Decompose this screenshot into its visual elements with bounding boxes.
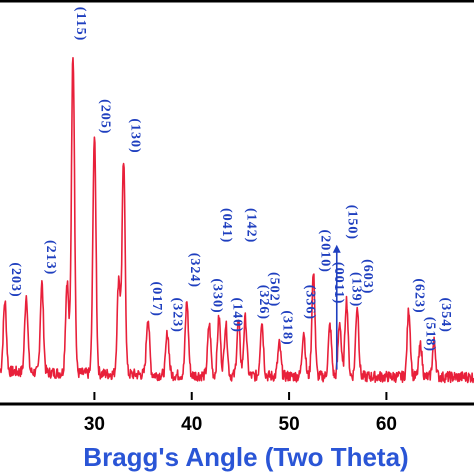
x-tick-label: 30 — [84, 414, 105, 435]
peak-label: (0011) — [331, 262, 346, 305]
peak-label: (041) — [219, 208, 234, 243]
x-tick-label: 40 — [181, 414, 202, 435]
peak-label: (336) — [303, 285, 318, 320]
peak-label: (130) — [128, 118, 143, 153]
x-tick-label: 50 — [279, 414, 300, 435]
peak-label: (017) — [149, 282, 164, 317]
peak-labels: (203) (213) (115) (205) (130) (017) (323)(324)… — [8, 7, 453, 352]
peak-label-arrow — [332, 244, 341, 370]
plot-frame — [0, 0, 474, 406]
peak-label: (330) — [209, 278, 224, 313]
peak-label: (115) — [73, 7, 88, 42]
peak-label: (140) — [230, 298, 245, 333]
peak-label: (139) — [349, 272, 364, 307]
x-axis-ticks — [93, 392, 388, 400]
peak-label: (150) — [345, 205, 360, 240]
peak-label: (324) — [187, 253, 202, 288]
peak-label: (502) — [267, 272, 282, 307]
peak-label: (205) — [97, 99, 112, 134]
x-tick-label: 60 — [376, 414, 397, 435]
x-axis-label: Bragg's Angle (Two Theta) — [83, 442, 408, 472]
peak-label: (203) — [8, 262, 23, 297]
x-axis-tick-labels: 30 40 50 60 — [84, 414, 397, 435]
peak-label: (323) — [169, 298, 184, 333]
peak-label: (518) — [422, 317, 437, 352]
peak-label: (603) — [360, 259, 375, 294]
peak-label: (354) — [438, 298, 453, 333]
arrow-head — [332, 244, 341, 253]
peak-label: (142) — [243, 208, 258, 243]
peak-label: (623) — [412, 278, 427, 313]
peak-label: (213) — [43, 240, 58, 275]
peak-label: (318) — [279, 310, 294, 345]
peak-label: (2010) — [317, 230, 332, 273]
peak-label: (326) — [256, 285, 271, 320]
xrd-spectrum-line — [0, 57, 474, 384]
